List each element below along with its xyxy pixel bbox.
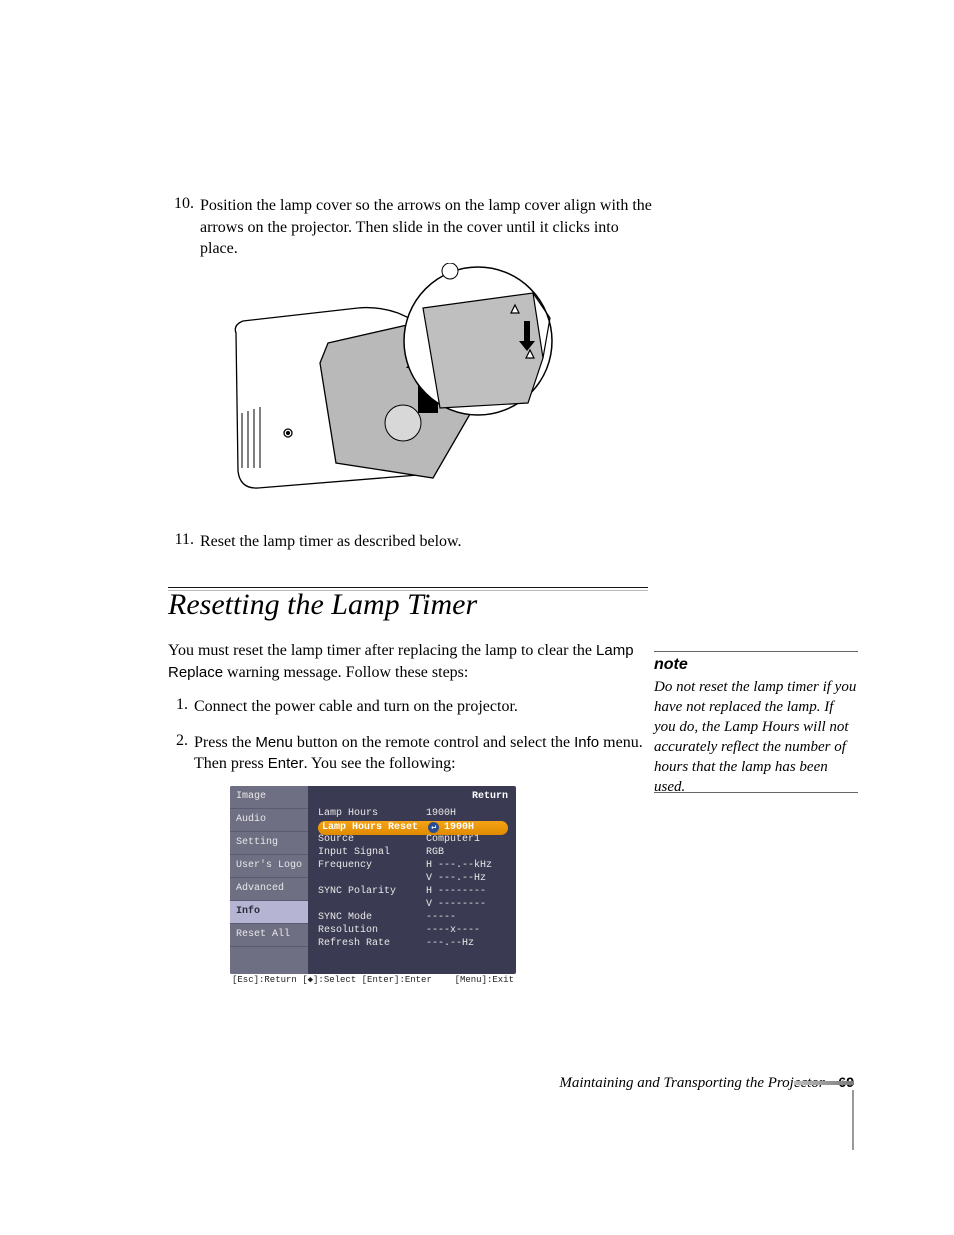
intro-text-2: warning message. Follow these steps: <box>223 664 468 681</box>
step-text: Connect the power cable and turn on the … <box>194 696 648 718</box>
t: button on the remote control and select … <box>293 734 574 751</box>
osd-hint-right: [Menu]:Exit <box>455 975 514 988</box>
footer-vertical-bar <box>852 1090 854 1150</box>
osd-panel: ImageAudioSettingUser's LogoAdvancedInfo… <box>230 786 516 974</box>
osd-return-label: Return <box>472 791 508 802</box>
osd-value: ----x---- <box>426 925 480 936</box>
osd-side-item: User's Logo <box>230 855 308 878</box>
osd-side-item: Info <box>230 901 308 924</box>
t: . You see the following: <box>304 755 456 772</box>
osd-side-item: Reset All <box>230 924 308 947</box>
osd-key: Frequency <box>318 860 372 871</box>
osd-key: Refresh Rate <box>318 938 390 949</box>
osd-value: V -------- <box>426 899 486 910</box>
osd-value: 1900H <box>426 808 456 819</box>
osd-hint-left: [Esc]:Return [◆]:Select [Enter]:Enter <box>232 975 432 988</box>
osd-row: Resolution ----x---- <box>318 925 508 939</box>
chapter-title: Maintaining and Transporting the Project… <box>559 1075 824 1091</box>
step-text: Reset the lamp timer as described below. <box>200 531 660 553</box>
osd-row: Refresh Rate ---.--Hz <box>318 938 508 952</box>
osd-value: ----- <box>426 912 456 923</box>
step-number: 10. <box>168 195 200 260</box>
osd-key: SYNC Polarity <box>318 886 396 897</box>
steps-list: 1. Connect the power cable and turn on t… <box>168 696 648 789</box>
intro-text-1: You must reset the lamp timer after repl… <box>168 642 596 659</box>
osd-value: ---.--Hz <box>426 938 474 949</box>
step-number: 1. <box>168 696 194 718</box>
osd-key: Source <box>318 834 354 845</box>
osd-value: V ---.--Hz <box>426 873 486 884</box>
osd-key: Lamp Hours Reset <box>322 822 418 833</box>
osd-side-item: Audio <box>230 809 308 832</box>
t: Press the <box>194 734 255 751</box>
osd-side-item: Image <box>230 786 308 809</box>
osd-row: V ---.--Hz <box>318 873 508 887</box>
note-heading: note <box>654 656 688 674</box>
enter-label: Enter <box>268 755 304 772</box>
note-top-rule <box>654 651 858 652</box>
osd-row: V -------- <box>318 899 508 913</box>
enter-icon: ↵ <box>428 822 439 833</box>
osd-highlight-row: Lamp Hours Reset ↵ 1900H <box>318 821 508 835</box>
step-number: 11. <box>168 531 200 553</box>
page: 10. Position the lamp cover so the arrow… <box>0 0 954 1235</box>
intro-paragraph: You must reset the lamp timer after repl… <box>168 640 648 683</box>
osd-row: SYNC Mode ----- <box>318 912 508 926</box>
osd-value: H -------- <box>426 886 486 897</box>
step-row: 1. Connect the power cable and turn on t… <box>168 696 648 718</box>
osd-side-menu: ImageAudioSettingUser's LogoAdvancedInfo… <box>230 786 308 974</box>
osd-value: Computer1 <box>426 834 480 845</box>
osd-side-item: Advanced <box>230 878 308 901</box>
osd-row: Frequency H ---.--kHz <box>318 860 508 874</box>
osd-value: H ---.--kHz <box>426 860 492 871</box>
osd-key: Resolution <box>318 925 378 936</box>
step-row: 10. Position the lamp cover so the arrow… <box>168 195 660 260</box>
osd-key: Lamp Hours <box>318 808 378 819</box>
step-row: 2. Press the Menu button on the remote c… <box>168 732 648 775</box>
note-body: Do not reset the lamp timer if you have … <box>654 678 858 798</box>
step-text: Press the Menu button on the remote cont… <box>194 732 648 775</box>
step-10-block: 10. Position the lamp cover so the arrow… <box>168 195 660 272</box>
osd-hint-bar: [Esc]:Return [◆]:Select [Enter]:Enter [M… <box>230 975 516 988</box>
page-footer: Maintaining and Transporting the Project… <box>0 1074 854 1092</box>
step-row: 11. Reset the lamp timer as described be… <box>168 531 660 553</box>
osd-main-panel: Return Lamp Hours 1900H Lamp Hours Reset ↵ 1… <box>308 786 516 974</box>
note-bottom-rule <box>654 792 858 793</box>
osd-value: 1900H <box>444 822 474 833</box>
lamp-cover-illustration <box>228 263 573 518</box>
section-title: Resetting the Lamp Timer <box>168 588 477 622</box>
osd-key: Input Signal <box>318 847 390 858</box>
footer-rule <box>794 1081 854 1085</box>
osd-row: Lamp Hours 1900H <box>318 808 508 822</box>
osd-row: SYNC Polarity H -------- <box>318 886 508 900</box>
osd-key: SYNC Mode <box>318 912 372 923</box>
osd-row: Source Computer1 <box>318 834 508 848</box>
osd-screenshot: ImageAudioSettingUser's LogoAdvancedInfo… <box>230 786 516 988</box>
osd-side-item: Setting <box>230 832 308 855</box>
step-text: Position the lamp cover so the arrows on… <box>200 195 660 260</box>
info-label: Info <box>574 734 599 751</box>
menu-label: Menu <box>255 734 293 751</box>
step-11-block: 11. Reset the lamp timer as described be… <box>168 531 660 565</box>
step-number: 2. <box>168 732 194 775</box>
osd-row: Input Signal RGB <box>318 847 508 861</box>
osd-value: RGB <box>426 847 444 858</box>
